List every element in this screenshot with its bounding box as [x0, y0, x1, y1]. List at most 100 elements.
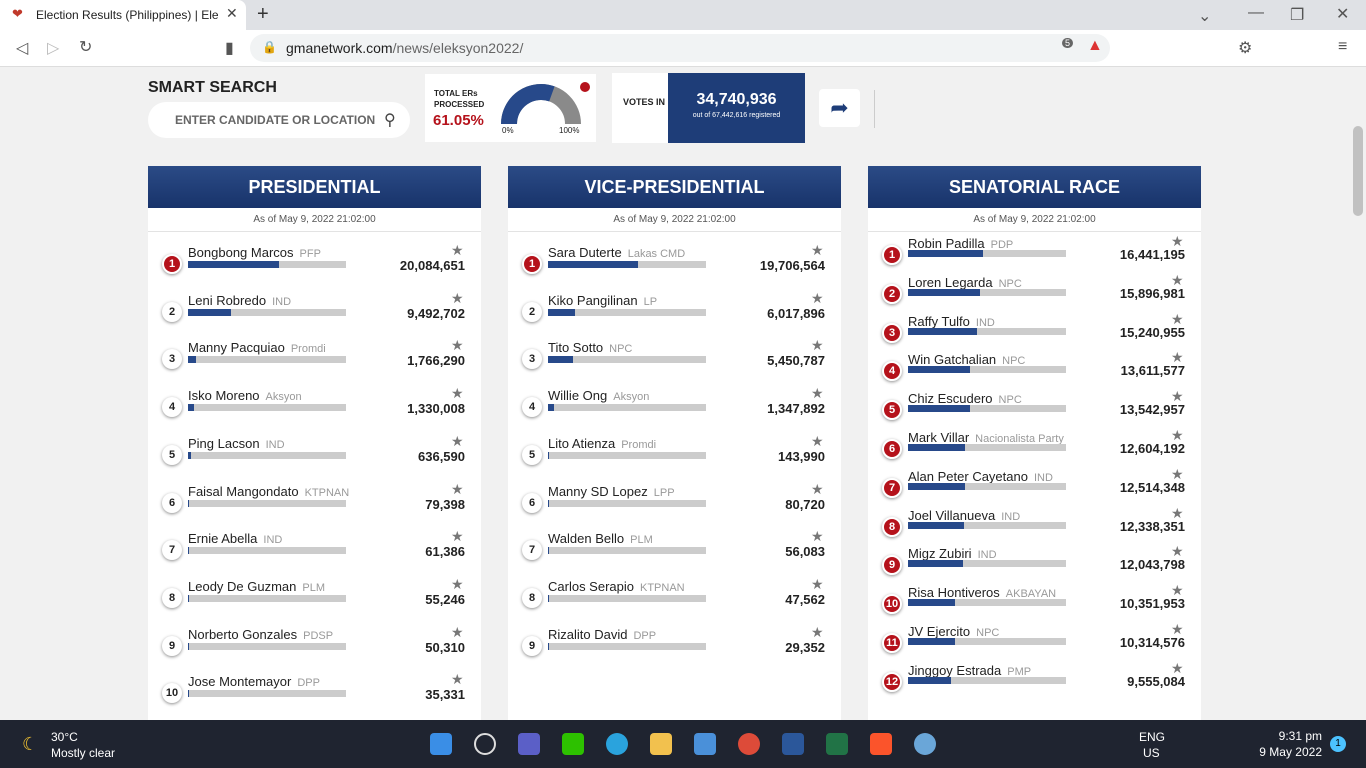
bar	[548, 404, 555, 412]
party: LPP	[653, 486, 675, 499]
bar-track	[908, 405, 1066, 413]
race-title: VICE-PRESIDENTIAL	[508, 166, 841, 208]
candidate-name: Loren Legarda NPC	[908, 275, 1022, 290]
party: PDP	[990, 239, 1014, 251]
registered: out of 67,442,616 registered	[692, 112, 781, 119]
tab-search[interactable]: ⌄	[1198, 8, 1212, 25]
star[interactable]: ★	[811, 528, 824, 545]
notifications[interactable]: 1	[1330, 736, 1346, 752]
back[interactable]: ◁	[16, 40, 29, 57]
close[interactable]: ✕	[1336, 6, 1350, 23]
star[interactable]: ★	[811, 289, 824, 306]
party: IND	[272, 295, 292, 308]
address-bar[interactable]: 🔒 gmanetwork.com/news/eleksyon2022/	[250, 34, 1110, 62]
as-of: As of May 9, 2022 21:02:00	[508, 208, 841, 232]
app[interactable]	[738, 733, 760, 755]
bar	[188, 404, 195, 412]
app[interactable]	[782, 733, 804, 755]
menu[interactable]: ≡	[1338, 38, 1348, 55]
star[interactable]: ★	[811, 623, 824, 640]
candidate-row: 2 Leni Robredo IND ★ 9,492,702	[148, 290, 481, 338]
shield-count[interactable]: 5	[1062, 38, 1074, 48]
candidate-row: 9 Migz Zubiri IND ★ 12,043,798	[868, 543, 1201, 591]
rank: 3	[882, 322, 902, 343]
star[interactable]: ★	[811, 242, 824, 258]
bar-track	[908, 638, 1066, 645]
star[interactable]: ★	[1171, 233, 1184, 249]
app[interactable]	[650, 733, 672, 755]
star[interactable]: ★	[1171, 388, 1184, 405]
clock-date: 9 May 2022	[1259, 745, 1322, 759]
rewards[interactable]: ▲	[1087, 37, 1103, 54]
star[interactable]: ★	[811, 480, 824, 497]
star[interactable]: ★	[1171, 504, 1184, 521]
search-app[interactable]	[474, 733, 496, 755]
vote-count: 47,562	[785, 591, 825, 607]
star[interactable]: ★	[811, 337, 824, 354]
bar-track	[548, 499, 706, 507]
star[interactable]: ★	[1171, 465, 1184, 482]
url-host: gmanetwork.com	[286, 40, 393, 56]
app[interactable]	[914, 733, 936, 755]
star[interactable]: ★	[1171, 310, 1184, 327]
app[interactable]	[606, 733, 628, 755]
rank: 1	[882, 245, 902, 265]
search-box[interactable]: ENTER CANDIDATE OR LOCATION ⚲	[148, 102, 410, 138]
star[interactable]: ★	[451, 671, 464, 688]
party: IND	[263, 534, 283, 547]
star[interactable]: ★	[1171, 349, 1184, 366]
candidate-name: Walden Bello PLM	[548, 531, 653, 546]
bar	[908, 482, 965, 490]
rank: 10	[162, 683, 182, 704]
star[interactable]: ★	[451, 289, 464, 306]
candidate-row: 8 Leody De Guzman PLM ★ 55,246	[148, 576, 481, 624]
star[interactable]: ★	[811, 432, 824, 449]
rank: 8	[522, 587, 542, 608]
name: Sara Duterte	[548, 245, 622, 260]
star[interactable]: ★	[1171, 271, 1184, 288]
candidate-name: Robin Padilla PDP	[908, 236, 1013, 251]
share[interactable]: ➦	[819, 89, 860, 127]
star[interactable]: ★	[451, 575, 464, 592]
start[interactable]	[430, 733, 452, 755]
maximize[interactable]: ❐	[1290, 7, 1305, 24]
app[interactable]	[826, 733, 848, 755]
new-tab[interactable]: +	[257, 3, 269, 25]
candidate-name: JV Ejercito NPC	[908, 624, 999, 639]
star[interactable]: ★	[451, 242, 464, 258]
rank: 7	[162, 540, 182, 561]
name: Ping Lacson	[188, 435, 260, 451]
bar-track	[188, 547, 346, 555]
vote-count: 20,084,651	[399, 258, 465, 273]
star[interactable]: ★	[811, 385, 824, 402]
star[interactable]: ★	[1171, 659, 1184, 676]
rank: 5	[882, 400, 902, 421]
star[interactable]: ★	[451, 528, 464, 545]
name: Joel Villanueva	[908, 507, 996, 523]
bookmark[interactable]: ▮	[225, 40, 234, 57]
gauge-fill	[501, 84, 555, 125]
star[interactable]: ★	[451, 432, 464, 449]
forward[interactable]: ▷	[47, 40, 60, 57]
star[interactable]: ★	[451, 337, 464, 354]
app[interactable]	[518, 733, 540, 755]
tab[interactable]: ❤ Election Results (Philippines) | Ele ✕	[0, 0, 246, 30]
minimize[interactable]: —	[1248, 4, 1264, 21]
scrollbar[interactable]	[1350, 68, 1366, 720]
star[interactable]: ★	[1171, 427, 1184, 443]
star[interactable]: ★	[1171, 621, 1184, 637]
app[interactable]	[562, 733, 584, 755]
star[interactable]: ★	[1171, 582, 1184, 599]
star[interactable]: ★	[451, 385, 464, 402]
rank: 6	[882, 439, 902, 459]
rank: 4	[882, 361, 902, 382]
star[interactable]: ★	[1171, 543, 1184, 560]
star[interactable]: ★	[451, 623, 464, 640]
app[interactable]	[694, 733, 716, 755]
app[interactable]	[870, 733, 892, 755]
star[interactable]: ★	[451, 480, 464, 497]
candidate-row: 12 Jinggoy Estrada PMP ★ 9,555,084	[868, 660, 1201, 708]
star[interactable]: ★	[811, 575, 824, 592]
reload[interactable]: ↻	[79, 39, 93, 56]
extensions[interactable]: ⚙	[1238, 40, 1253, 57]
